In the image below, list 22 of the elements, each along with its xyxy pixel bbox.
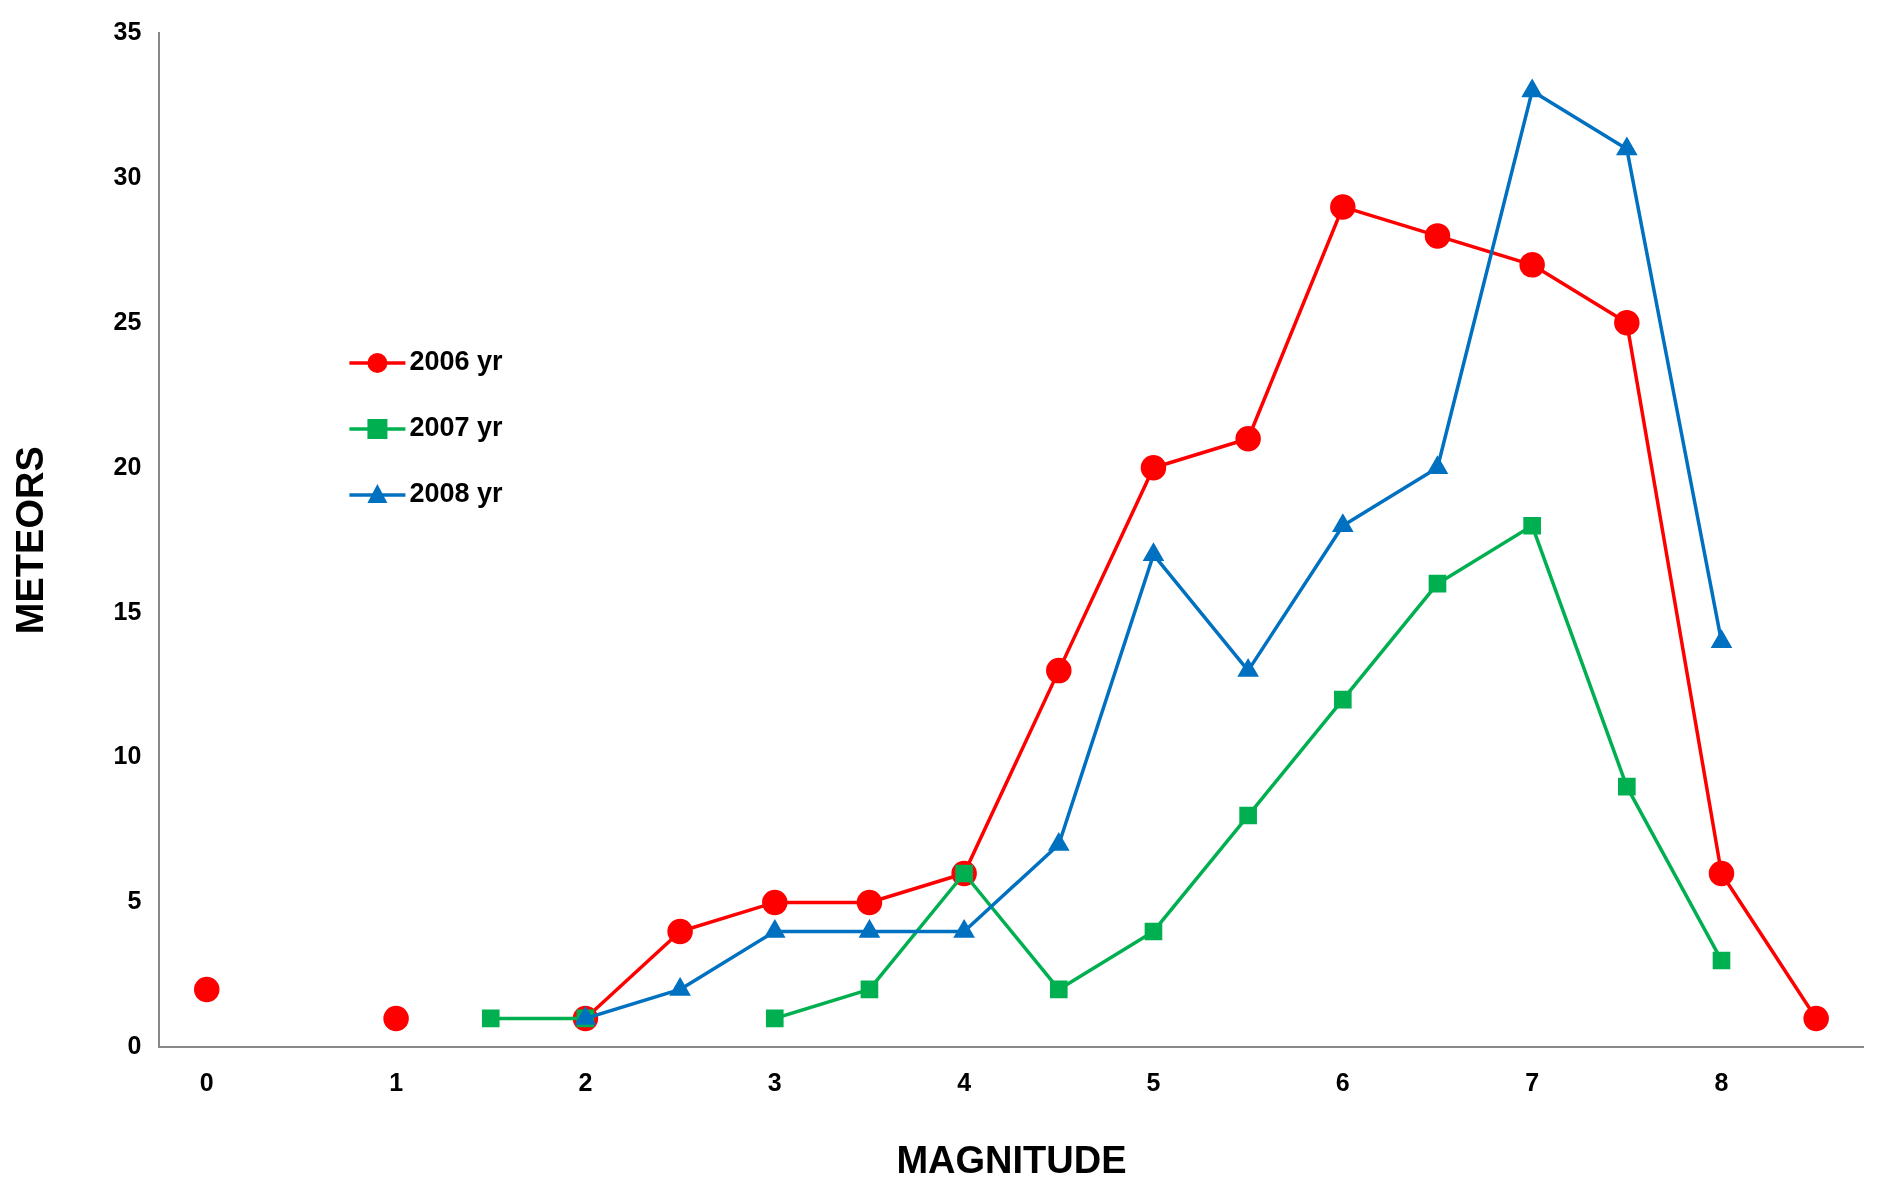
x-tick-label: 8 <box>1714 1068 1729 1097</box>
y-axis-title: METEORS <box>9 446 52 635</box>
legend-label: 2007 yr <box>409 412 503 443</box>
x-tick-label: 7 <box>1525 1068 1540 1097</box>
y-tick-label: 10 <box>113 741 142 770</box>
y-tick-label: 15 <box>113 596 142 625</box>
y-tick-label: 30 <box>113 161 142 190</box>
x-tick-label: 2 <box>578 1068 593 1097</box>
y-tick-label: 25 <box>113 306 142 335</box>
y-tick-label: 5 <box>127 886 142 915</box>
legend-label: 2008 yr <box>409 478 503 509</box>
x-axis-title: MAGNITUDE <box>896 1138 1127 1181</box>
x-tick-label: 3 <box>767 1068 782 1097</box>
x-tick-label: 0 <box>199 1068 214 1097</box>
y-tick-label: 35 <box>113 16 142 45</box>
y-tick-label: 0 <box>127 1031 142 1060</box>
x-tick-label: 1 <box>389 1068 404 1097</box>
x-tick-label: 4 <box>957 1068 972 1097</box>
legend-label: 2006 yr <box>409 346 503 377</box>
y-tick-label: 20 <box>113 451 142 480</box>
x-tick-label: 5 <box>1146 1068 1161 1097</box>
x-tick-label: 6 <box>1335 1068 1350 1097</box>
